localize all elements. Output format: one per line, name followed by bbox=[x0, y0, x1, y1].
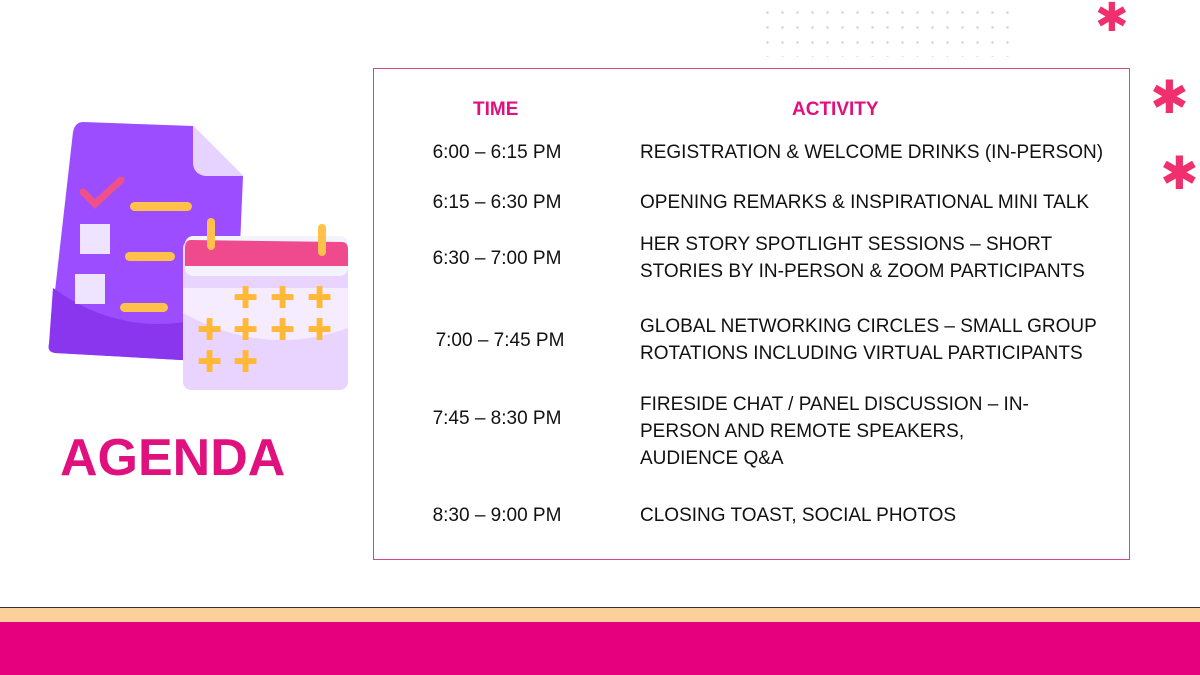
row-activity: OPENING REMARKS & INSPIRATIONAL MINI TAL… bbox=[640, 192, 1090, 213]
svg-text:✚: ✚ bbox=[307, 314, 332, 347]
svg-text:✚: ✚ bbox=[270, 282, 295, 315]
row-activity: HER STORY SPOTLIGHT SESSIONS – SHORT STO… bbox=[640, 234, 1085, 282]
svg-text:✚: ✚ bbox=[197, 314, 222, 347]
asterisk-icon: ✱ bbox=[1095, 0, 1129, 40]
page-title: AGENDA bbox=[60, 429, 286, 487]
row-time: 7:45 – 8:30 PM bbox=[432, 408, 562, 429]
row-time: 6:30 – 7:00 PM bbox=[432, 248, 562, 269]
dot-pattern bbox=[760, 5, 1020, 57]
row-activity: CLOSING TOAST, SOCIAL PHOTOS bbox=[640, 505, 957, 526]
time-column-header: TIME bbox=[473, 99, 519, 120]
row-activity: REGISTRATION & WELCOME DRINKS (IN-PERSON… bbox=[640, 142, 1104, 163]
svg-text:✚: ✚ bbox=[270, 314, 295, 347]
svg-text:✚: ✚ bbox=[233, 346, 258, 379]
svg-text:✚: ✚ bbox=[307, 282, 332, 315]
row-activity: FIRESIDE CHAT / PANEL DISCUSSION – IN-PE… bbox=[640, 394, 1029, 469]
svg-text:✚: ✚ bbox=[233, 282, 258, 315]
row-time: 6:00 – 6:15 PM bbox=[432, 142, 562, 163]
footer-band bbox=[0, 622, 1200, 675]
row-time: 8:30 – 9:00 PM bbox=[432, 505, 562, 526]
svg-text:✚: ✚ bbox=[233, 314, 258, 347]
svg-text:✚: ✚ bbox=[197, 346, 222, 379]
asterisk-icon: ✱ bbox=[1160, 147, 1199, 199]
row-activity: GLOBAL NETWORKING CIRCLES – SMALL GROUP … bbox=[640, 316, 1097, 364]
row-time: 6:15 – 6:30 PM bbox=[432, 192, 562, 213]
footer-stripe bbox=[0, 607, 1200, 623]
checklist-document-icon: ✚ ✚ ✚ ✚ ✚ ✚ ✚ ✚ ✚ bbox=[48, 122, 348, 390]
row-time: 7:00 – 7:45 PM bbox=[435, 330, 565, 351]
asterisk-icon: ✱ bbox=[1150, 71, 1189, 123]
agenda-table bbox=[373, 68, 1130, 560]
activity-column-header: ACTIVITY bbox=[792, 99, 879, 120]
